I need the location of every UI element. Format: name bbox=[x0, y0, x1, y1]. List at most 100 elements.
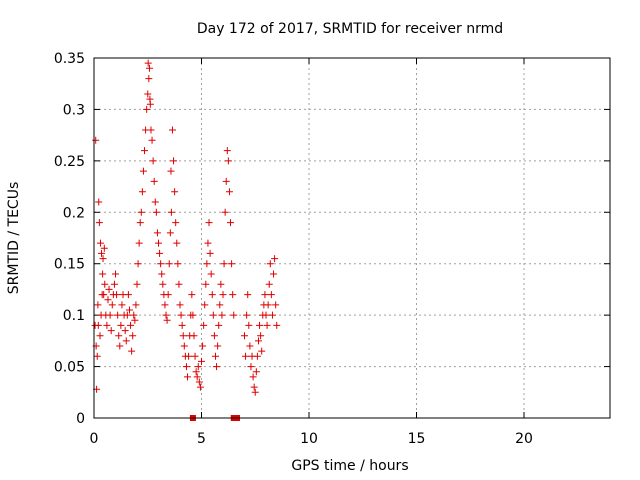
data-point bbox=[184, 373, 192, 381]
data-point bbox=[229, 291, 237, 299]
data-point bbox=[170, 157, 178, 165]
data-point bbox=[200, 321, 208, 329]
data-point bbox=[180, 342, 188, 350]
y-tick-label: 0.25 bbox=[54, 154, 85, 170]
data-point bbox=[167, 167, 175, 175]
data-point bbox=[230, 311, 238, 319]
data-point bbox=[213, 363, 221, 371]
data-point bbox=[270, 270, 278, 278]
data-point bbox=[192, 368, 200, 376]
data-point bbox=[172, 219, 180, 227]
data-point bbox=[98, 291, 106, 299]
data-point bbox=[179, 332, 187, 340]
data-point bbox=[173, 239, 181, 247]
data-point bbox=[199, 342, 207, 350]
data-point bbox=[104, 296, 112, 304]
data-point bbox=[256, 321, 264, 329]
data-point bbox=[93, 352, 101, 360]
x-tick-label: 0 bbox=[90, 431, 99, 447]
data-point bbox=[113, 291, 121, 299]
data-point bbox=[214, 342, 222, 350]
data-point bbox=[206, 249, 214, 257]
x-tick-label: 5 bbox=[197, 431, 206, 447]
y-axis-label: SRMTID / TECUs bbox=[6, 182, 22, 295]
data-point bbox=[273, 321, 281, 329]
data-point bbox=[249, 373, 257, 381]
data-point bbox=[216, 301, 224, 309]
data-point bbox=[245, 321, 253, 329]
data-point bbox=[117, 321, 125, 329]
y-tick-label: 0.35 bbox=[54, 51, 85, 67]
data-point bbox=[182, 363, 190, 371]
data-point bbox=[224, 157, 232, 165]
x-tick-label: 10 bbox=[300, 431, 318, 447]
data-point bbox=[94, 321, 102, 329]
data-point bbox=[196, 383, 204, 391]
data-point bbox=[167, 208, 175, 216]
data-point bbox=[205, 219, 213, 227]
data-point bbox=[123, 311, 131, 319]
data-point bbox=[128, 347, 136, 355]
data-point bbox=[156, 249, 164, 257]
data-point bbox=[152, 208, 160, 216]
data-point bbox=[243, 311, 251, 319]
data-point bbox=[161, 301, 169, 309]
data-point bbox=[122, 337, 130, 345]
data-point bbox=[148, 136, 156, 144]
data-point bbox=[145, 64, 153, 72]
data-point bbox=[106, 311, 114, 319]
x-tick-label: 20 bbox=[515, 431, 533, 447]
data-point bbox=[228, 260, 236, 268]
data-point bbox=[137, 208, 145, 216]
data-point bbox=[193, 373, 201, 381]
data-point bbox=[163, 316, 171, 324]
data-point bbox=[272, 301, 280, 309]
data-point bbox=[136, 219, 144, 227]
data-point bbox=[251, 388, 259, 396]
data-point bbox=[191, 352, 199, 360]
y-tick-label: 0.1 bbox=[63, 308, 85, 324]
data-point bbox=[101, 280, 109, 288]
data-point bbox=[108, 301, 116, 309]
data-point bbox=[147, 126, 155, 134]
data-point bbox=[265, 280, 273, 288]
data-point bbox=[178, 321, 186, 329]
data-point bbox=[190, 332, 198, 340]
data-point bbox=[146, 100, 154, 108]
grid-lines bbox=[94, 58, 610, 418]
data-point bbox=[131, 316, 139, 324]
data-point bbox=[223, 147, 231, 155]
x-axis-label: GPS time / hours bbox=[291, 458, 408, 474]
data-point bbox=[171, 188, 179, 196]
data-point bbox=[220, 260, 228, 268]
data-point bbox=[133, 280, 141, 288]
data-point bbox=[215, 321, 223, 329]
data-point bbox=[253, 352, 261, 360]
data-point bbox=[225, 188, 233, 196]
data-point bbox=[150, 177, 158, 185]
data-point bbox=[158, 270, 166, 278]
data-point bbox=[268, 311, 276, 319]
data-point bbox=[217, 280, 225, 288]
data-point bbox=[188, 291, 196, 299]
axis-ticks: 0 5 10 15 20 0 0.05 0.1 0.15 0.2 0.25 0.3 0.35 bbox=[54, 51, 610, 447]
data-point bbox=[247, 363, 255, 371]
data-point bbox=[174, 260, 182, 268]
data-point bbox=[157, 260, 165, 268]
data-point bbox=[204, 239, 212, 247]
data-point bbox=[144, 90, 152, 98]
data-point bbox=[130, 311, 138, 319]
data-point bbox=[207, 270, 215, 278]
data-point bbox=[271, 255, 279, 263]
data-point bbox=[218, 311, 226, 319]
data-point bbox=[263, 321, 271, 329]
data-point bbox=[116, 342, 124, 350]
y-tick-label: 0.3 bbox=[63, 102, 85, 118]
data-point bbox=[227, 219, 235, 227]
data-point bbox=[201, 301, 209, 309]
data-point bbox=[112, 270, 119, 278]
data-point bbox=[257, 332, 265, 340]
data-point bbox=[105, 285, 113, 293]
data-point bbox=[95, 219, 103, 227]
data-point bbox=[194, 363, 202, 371]
